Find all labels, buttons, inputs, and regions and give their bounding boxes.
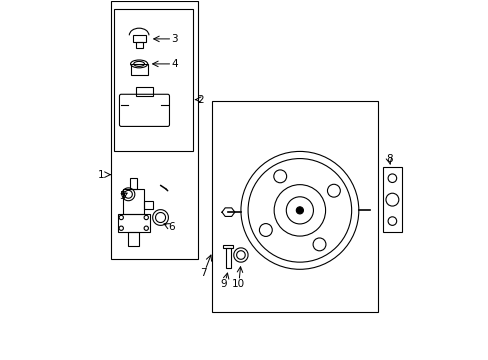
Circle shape xyxy=(296,207,303,214)
Bar xyxy=(118,214,149,232)
Text: 9: 9 xyxy=(220,279,226,289)
Text: 6: 6 xyxy=(167,222,174,232)
Bar xyxy=(144,202,153,208)
Bar xyxy=(212,102,378,312)
Bar xyxy=(223,245,233,248)
Bar xyxy=(128,232,139,246)
Bar xyxy=(123,189,144,214)
Text: 8: 8 xyxy=(386,154,392,163)
Bar xyxy=(132,35,145,42)
Bar xyxy=(114,9,192,152)
Bar xyxy=(135,42,142,48)
Bar xyxy=(110,1,198,258)
Text: 2: 2 xyxy=(197,95,204,105)
Text: 7: 7 xyxy=(199,268,206,278)
Text: 1: 1 xyxy=(98,170,105,180)
Text: 4: 4 xyxy=(171,59,178,69)
Text: 3: 3 xyxy=(171,34,178,44)
Bar xyxy=(225,248,231,267)
Bar xyxy=(382,167,402,232)
Bar xyxy=(130,64,147,75)
Bar xyxy=(135,87,153,96)
Text: 5: 5 xyxy=(119,191,125,201)
Bar xyxy=(130,178,137,189)
Text: 10: 10 xyxy=(231,279,244,289)
